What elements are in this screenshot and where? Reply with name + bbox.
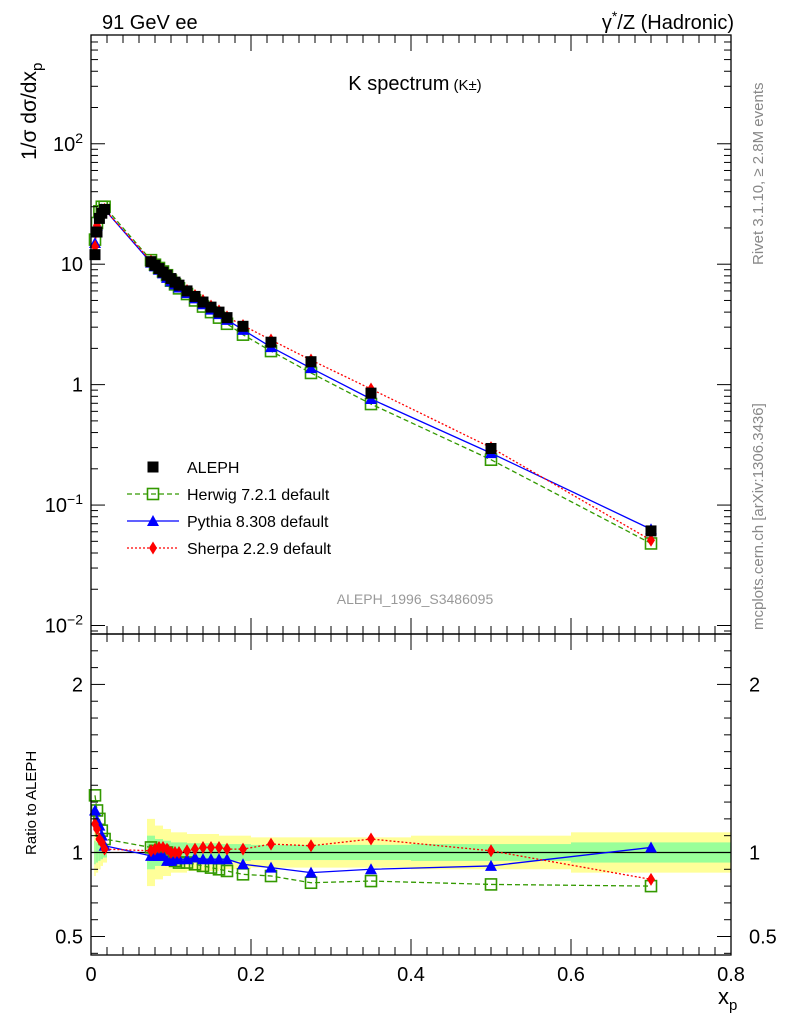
mcplots-label: mcplots.cern.ch [arXiv:1306.3436] xyxy=(750,403,767,630)
ratio-point xyxy=(367,832,375,846)
x-tick-label: 0 xyxy=(85,964,96,986)
ratio-point xyxy=(191,842,199,856)
ratio-point xyxy=(305,866,317,878)
data-point xyxy=(181,285,193,297)
data-point xyxy=(305,362,317,374)
ratio-point xyxy=(485,859,497,871)
y-tick-label-right: 1 xyxy=(749,842,760,864)
y-tick-label: 10 xyxy=(61,254,83,276)
legend-label: Herwig 7.2.1 default xyxy=(187,487,330,504)
x-tick-label: 0.2 xyxy=(237,964,265,986)
series-line-3 xyxy=(94,208,652,541)
legend: ALEPH Herwig 7.2.1 default Pythia 8.308 de… xyxy=(127,460,332,558)
ratio-point xyxy=(484,878,498,891)
ratio-point xyxy=(89,804,101,816)
x-tick-label: 0.8 xyxy=(717,964,745,986)
y-tick-label: 1 xyxy=(72,842,83,864)
ratio-panel: 0.5 0.51 12 2 0 0.2 0.4 0.6 0.8 Ratio to ALEPH … xyxy=(23,633,777,1014)
y-tick-label: 1 xyxy=(72,375,83,397)
ratio-point xyxy=(205,853,217,865)
series-line-2 xyxy=(94,208,652,530)
ratio-point xyxy=(647,872,655,886)
main-y-axis: 10−2 10−1 1 10 102 xyxy=(45,34,731,637)
y-tick-label: 10−2 xyxy=(45,611,83,637)
y-tick-label: 2 xyxy=(72,674,83,696)
data-point xyxy=(205,301,217,313)
y-tick-label-right: 0.5 xyxy=(749,927,777,949)
ratio-point xyxy=(237,858,249,870)
ratio-point xyxy=(487,844,495,858)
x-axis-label: xp xyxy=(718,984,737,1014)
main-x-ticks xyxy=(90,35,732,634)
main-title: K spectrum (K±) xyxy=(348,73,481,95)
x-tick-label: 0.6 xyxy=(557,964,585,986)
data-point xyxy=(485,442,497,454)
data-point xyxy=(99,203,111,215)
y-tick-label: 0.5 xyxy=(55,927,83,949)
analysis-id: ALEPH_1996_S3486095 xyxy=(337,591,494,607)
ratio-point xyxy=(207,840,215,854)
data-point xyxy=(305,356,317,368)
data-point xyxy=(197,296,209,308)
ratio-point xyxy=(221,853,233,865)
data-point xyxy=(237,320,249,332)
ratio-point xyxy=(267,837,275,851)
header-left: 91 GeV ee xyxy=(102,12,198,34)
data-point xyxy=(173,279,185,291)
ratio-point xyxy=(197,853,209,865)
ratio-y-axis: 0.5 0.5 1 1 2 2 xyxy=(55,633,777,954)
legend-marker xyxy=(146,487,160,501)
ratio-point xyxy=(645,841,657,853)
x-tick-label: 0.4 xyxy=(397,964,425,986)
ratio-point xyxy=(239,842,247,856)
x-axis: 0 0.2 0.4 0.6 0.8 xyxy=(85,634,745,986)
legend-label: ALEPH xyxy=(187,460,239,477)
legend-marker xyxy=(149,541,157,555)
ratio-point xyxy=(213,853,225,865)
ratio-point xyxy=(220,864,234,878)
ratio-point xyxy=(189,851,201,863)
data-point xyxy=(189,290,201,302)
ratio-point xyxy=(199,840,207,854)
data-point xyxy=(645,525,657,537)
y-axis-label: 1/σ dσ/dxp xyxy=(18,63,46,160)
main-plot-content xyxy=(88,200,658,550)
ratio-point xyxy=(265,861,277,873)
header-right: γ*/Z (Hadronic) xyxy=(602,8,734,34)
ratio-point xyxy=(364,874,378,888)
ratio-point xyxy=(93,822,101,836)
ratio-plot-content xyxy=(88,789,731,893)
ratio-frame xyxy=(90,633,732,956)
ratio-point xyxy=(365,863,377,875)
series-line-1 xyxy=(94,206,652,545)
ratio-point xyxy=(183,844,191,858)
y-tick-label-right: 2 xyxy=(749,674,760,696)
legend-marker xyxy=(147,461,159,473)
main-panel: 10−2 10−1 1 10 102 K spectrum (K±) ALEPH_1996… xyxy=(18,34,732,637)
ratio-point xyxy=(215,840,223,854)
data-point xyxy=(365,387,377,399)
legend-label: Sherpa 2.2.9 default xyxy=(187,541,332,558)
data-point xyxy=(89,249,101,261)
ratio-point xyxy=(88,789,102,802)
data-point xyxy=(221,312,233,324)
ratio-axis-label: Ratio to ALEPH xyxy=(23,751,40,855)
y-tick-label: 10−1 xyxy=(45,491,83,517)
data-point xyxy=(647,533,655,547)
data-point xyxy=(213,306,225,318)
legend-marker xyxy=(147,515,159,526)
ratio-point xyxy=(223,842,231,856)
ratio-point xyxy=(175,845,183,859)
ratio-point xyxy=(307,839,315,853)
y-tick-label: 102 xyxy=(53,130,83,156)
legend-label: Pythia 8.308 default xyxy=(187,514,329,531)
data-point xyxy=(91,226,103,238)
rivet-label: Rivet 3.1.10, ≥ 2.8M events xyxy=(750,83,767,266)
data-point xyxy=(265,336,277,348)
